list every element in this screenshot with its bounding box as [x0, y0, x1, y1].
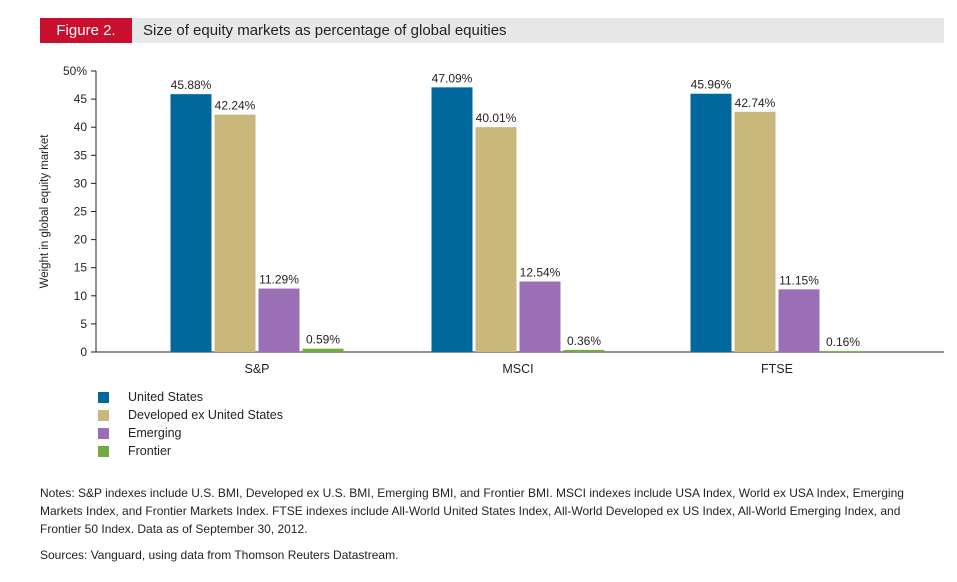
- y-tick-label: 40: [74, 120, 88, 134]
- y-tick-label: 0: [80, 345, 87, 359]
- figure-title: Size of equity markets as percentage of …: [143, 22, 507, 39]
- bar-frontier-s-p: [302, 348, 344, 352]
- legend-label: Emerging: [128, 426, 182, 440]
- bar-emerging-s-p: [258, 288, 300, 352]
- y-tick-label: 50%: [63, 64, 87, 78]
- bar-value-label: 42.74%: [735, 96, 776, 110]
- bar-value-label: 0.59%: [306, 333, 340, 347]
- x-category-label: S&P: [244, 362, 269, 376]
- bar-value-label: 47.09%: [432, 71, 473, 85]
- legend-swatch: [98, 392, 109, 403]
- bar-value-label: 45.88%: [171, 78, 212, 92]
- y-axis-title: Weight in global equity market: [39, 134, 51, 289]
- bar-value-label: 0.16%: [826, 335, 860, 349]
- legend-label: United States: [128, 390, 204, 404]
- x-category-label: FTSE: [761, 362, 793, 376]
- y-tick-label: 45: [74, 92, 88, 106]
- bar-frontier-msci: [563, 349, 605, 352]
- bar-emerging-ftse: [778, 289, 820, 352]
- bar-chart: 0 5 10 15 20 25 30 35 40 45 50% Weight in global eq…: [39, 64, 944, 376]
- bar-value-label: 12.54%: [520, 266, 561, 280]
- bar-value-label: 11.29%: [259, 273, 299, 287]
- y-tick-label: 30: [74, 176, 88, 190]
- figure-header-bar: [40, 18, 944, 43]
- y-tick-label: 15: [74, 261, 88, 275]
- bar-frontier-ftse: [822, 351, 864, 352]
- bar-united-states-msci: [431, 87, 473, 353]
- bar-developed-ex-united-states-s-p: [214, 114, 256, 352]
- bar-developed-ex-united-states-ftse: [734, 111, 776, 352]
- y-tick-label: 25: [74, 205, 88, 219]
- figure-label: Figure 2.: [40, 18, 132, 43]
- chart-notes: Notes: S&P indexes include U.S. BMI, Dev…: [40, 486, 904, 536]
- y-tick-label: 10: [74, 289, 88, 303]
- bar-value-label: 0.36%: [567, 334, 601, 348]
- y-tick-label: 35: [74, 148, 88, 162]
- bar-united-states-ftse: [690, 93, 732, 352]
- bar-emerging-msci: [519, 281, 561, 352]
- legend-label: Frontier: [128, 444, 172, 458]
- legend-swatch: [98, 446, 109, 457]
- bar-value-label: 42.24%: [215, 99, 256, 113]
- bar-united-states-s-p: [170, 94, 212, 352]
- bar-value-label: 40.01%: [476, 111, 517, 125]
- bar-value-label: 45.96%: [691, 78, 732, 92]
- x-category-label: MSCI: [502, 362, 533, 376]
- y-tick-label: 5: [80, 317, 87, 331]
- legend-label: Developed ex United States: [128, 408, 283, 422]
- y-tick-label: 20: [74, 233, 88, 247]
- bar-value-label: 11.15%: [779, 273, 819, 287]
- chart-sources: Sources: Vanguard, using data from Thoms…: [40, 548, 399, 562]
- legend-swatch: [98, 428, 109, 439]
- legend-swatch: [98, 410, 109, 421]
- bar-developed-ex-united-states-msci: [475, 127, 517, 352]
